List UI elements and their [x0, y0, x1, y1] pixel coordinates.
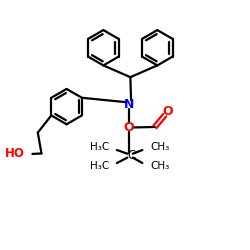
- Text: O: O: [162, 105, 173, 118]
- Text: N: N: [124, 98, 134, 111]
- Text: O: O: [124, 121, 134, 134]
- Text: CH₃: CH₃: [150, 142, 170, 152]
- Text: CH₃: CH₃: [150, 162, 170, 172]
- Text: H₃C: H₃C: [90, 142, 109, 152]
- Text: C: C: [127, 149, 135, 162]
- Text: HO: HO: [4, 148, 24, 160]
- Text: H₃C: H₃C: [90, 162, 109, 172]
